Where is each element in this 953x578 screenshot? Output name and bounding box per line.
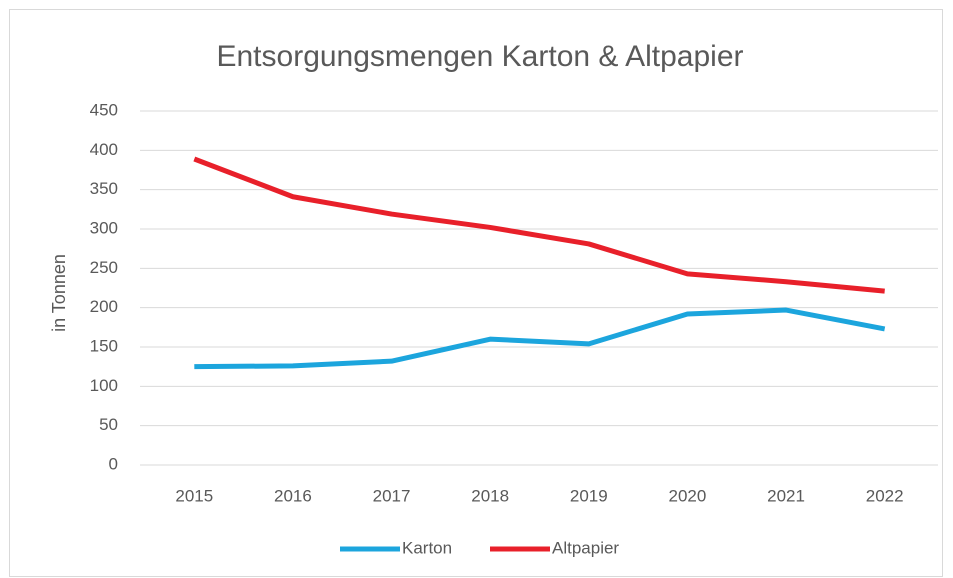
legend-label: Altpapier bbox=[552, 538, 619, 557]
y-tick-label: 300 bbox=[90, 218, 118, 237]
x-tick-label: 2017 bbox=[373, 486, 411, 505]
x-tick-label: 2020 bbox=[669, 486, 707, 505]
y-tick-label: 150 bbox=[90, 336, 118, 355]
y-tick-label: 0 bbox=[109, 454, 118, 473]
x-tick-label: 2016 bbox=[274, 486, 312, 505]
x-tick-label: 2019 bbox=[570, 486, 608, 505]
y-tick-label: 400 bbox=[90, 140, 118, 159]
y-tick-label: 50 bbox=[99, 415, 118, 434]
chart-border bbox=[9, 9, 943, 577]
y-tick-label: 200 bbox=[90, 297, 118, 316]
y-tick-label: 250 bbox=[90, 258, 118, 277]
y-tick-label: 450 bbox=[90, 100, 118, 119]
y-tick-label: 100 bbox=[90, 376, 118, 395]
legend-label: Karton bbox=[402, 538, 452, 557]
y-tick-label: 350 bbox=[90, 179, 118, 198]
chart-title: Entsorgungsmengen Karton & Altpapier bbox=[216, 40, 743, 73]
x-tick-label: 2022 bbox=[866, 486, 904, 505]
y-axis-label: in Tonnen bbox=[49, 254, 69, 332]
x-tick-label: 2021 bbox=[767, 486, 805, 505]
x-tick-label: 2015 bbox=[175, 486, 213, 505]
x-tick-label: 2018 bbox=[471, 486, 509, 505]
series-line bbox=[193, 156, 885, 294]
series-line bbox=[194, 307, 886, 370]
